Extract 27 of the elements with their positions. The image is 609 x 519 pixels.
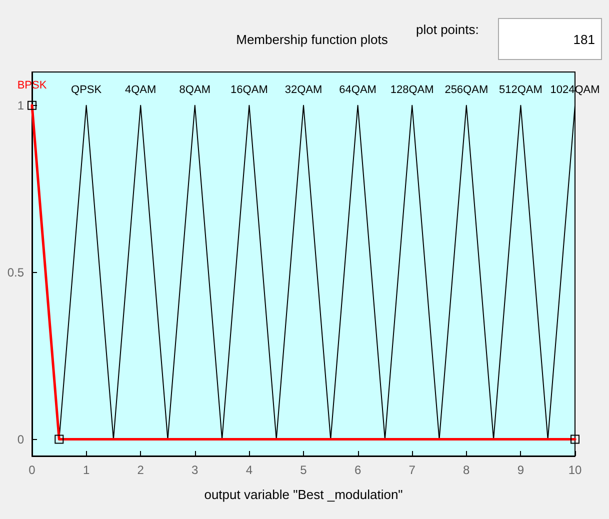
x-tick-label: 5 bbox=[300, 463, 308, 477]
x-tick-label: 3 bbox=[192, 463, 199, 477]
x-tick-label: 7 bbox=[408, 463, 416, 477]
x-tick-label: 6 bbox=[354, 463, 362, 477]
chart-title: Membership function plots bbox=[236, 32, 388, 47]
y-tick-label: 1 bbox=[17, 98, 24, 112]
series-label: 4QAM bbox=[125, 84, 156, 96]
series-label: 32QAM bbox=[284, 84, 322, 96]
x-tick-label: 9 bbox=[517, 463, 524, 477]
x-tick-label: 0 bbox=[28, 463, 36, 477]
series-label: 8QAM bbox=[179, 84, 210, 96]
x-tick-label: 8 bbox=[463, 463, 470, 477]
text: 181 bbox=[573, 32, 595, 47]
x-tick-label: 2 bbox=[137, 463, 144, 477]
text: plot points: bbox=[416, 22, 479, 37]
series-label: 512QAM bbox=[498, 84, 542, 96]
y-tick-label: 0 bbox=[17, 432, 24, 446]
series-label: 256QAM bbox=[444, 84, 488, 96]
series-label: 128QAM bbox=[390, 84, 434, 96]
x-tick-label: 10 bbox=[568, 463, 582, 477]
x-axis-title: output variable "Best _modulation" bbox=[204, 487, 404, 502]
series-label: 16QAM bbox=[230, 84, 268, 96]
x-tick-label: 4 bbox=[246, 463, 253, 477]
series-label: QPSK bbox=[71, 84, 102, 96]
x-tick-label: 1 bbox=[82, 463, 90, 477]
series-label: 64QAM bbox=[339, 84, 376, 96]
y-tick-label: 0.5 bbox=[7, 265, 24, 280]
